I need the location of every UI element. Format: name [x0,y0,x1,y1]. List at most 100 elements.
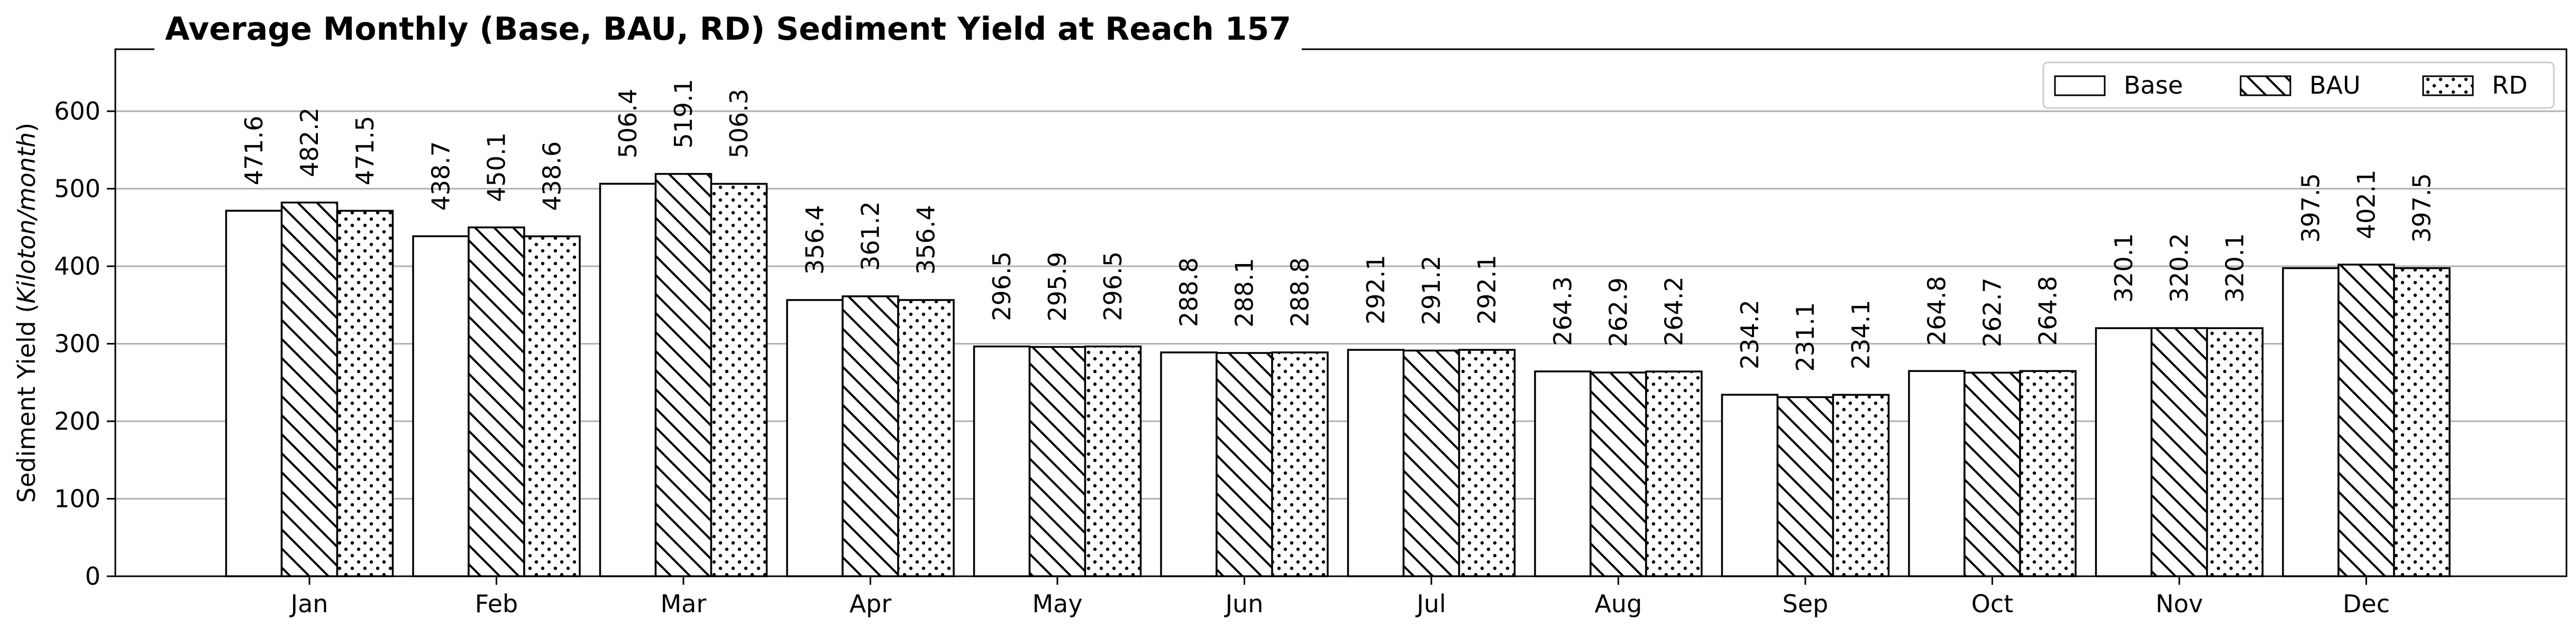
bar-rd-oct [2019,370,2077,577]
bar-bau-jun [1216,352,1273,577]
data-label: 519.1 [669,79,698,149]
bar-base-dec [2282,267,2340,577]
bar-base-nov [2095,327,2153,577]
data-label: 234.2 [1735,300,1764,369]
data-label: 320.2 [2165,233,2194,303]
bar-rd-nov [2206,327,2264,577]
bar-base-may [973,345,1031,577]
y-tick-label: 100 [54,485,101,513]
y-axis-label-suffix: ) [12,123,41,132]
bar-rd-jan [336,210,394,577]
y-tick-label: 300 [54,330,101,358]
bar-bau-jan [280,201,339,577]
data-label: 402.1 [2352,169,2381,239]
legend-label-bau: BAU [2309,71,2361,99]
bar-bau-dec [2337,264,2395,577]
data-label: 356.4 [801,205,829,275]
bar-rd-dec [2393,267,2451,577]
y-tick-label: 0 [85,562,101,591]
bar-base-oct [1908,370,1966,577]
data-label: 292.1 [1473,255,1501,324]
x-tick-label: Apr [849,589,892,618]
plot-frame [114,48,2568,577]
bar-base-jan [225,210,283,577]
data-label: 438.7 [427,141,455,211]
bar-rd-apr [897,299,955,577]
data-label: 296.5 [988,251,1016,321]
y-tick-label: 500 [54,175,101,203]
legend-swatch-rd [2422,75,2474,96]
data-label: 320.1 [2221,233,2249,303]
legend: Base BAU RD [2042,61,2555,109]
x-tick-label: Aug [1595,589,1642,618]
data-label: 231.1 [1791,302,1820,372]
bar-rd-aug [1645,370,1703,577]
x-tick-label: Dec [2343,589,2390,618]
bar-base-jun [1160,351,1218,577]
data-label: 506.4 [614,89,642,159]
data-label: 291.2 [1417,256,1446,325]
x-tick-label: Jul [1415,589,1446,618]
bar-bau-nov [2150,327,2208,577]
data-label: 361.2 [856,201,885,271]
data-label: 397.5 [2408,173,2436,243]
y-tick-label: 600 [54,97,101,125]
bar-bau-mar [654,173,712,577]
data-label: 264.2 [1660,276,1688,346]
x-tick-label: Sep [1783,589,1829,618]
bar-rd-sep [1832,394,1890,577]
bar-bau-feb [468,226,525,577]
data-label: 296.5 [1099,251,1127,321]
bar-rd-jun [1271,351,1329,577]
data-label: 506.3 [725,89,753,159]
bar-base-apr [786,299,844,577]
legend-label-base: Base [2124,71,2183,99]
data-label: 288.8 [1286,257,1314,327]
legend-box [2042,61,2555,109]
data-label: 320.1 [2109,233,2138,303]
bar-bau-may [1028,346,1086,577]
x-tick-label: May [1032,589,1082,618]
bar-rd-may [1084,345,1142,577]
bar-rd-feb [523,235,581,577]
data-label: 264.8 [2034,276,2062,346]
x-tick-label: Jun [1224,589,1264,618]
value-labels: 471.6 482.2 471.5 438.7 450.1 438.6 506.4 519.1… [240,79,2436,372]
data-label: 264.8 [1923,276,1951,346]
data-label: 292.1 [1362,255,1390,324]
bar-base-sep [1721,394,1779,577]
bar-base-feb [412,235,470,577]
data-label: 450.1 [482,132,511,202]
data-label: 356.4 [912,205,940,275]
bar-bau-oct [1963,371,2021,577]
chart-title: Average Monthly (Base, BAU, RD) Sediment… [165,11,1291,48]
bar-bau-sep [1776,396,1834,577]
y-tick-label: 200 [54,407,101,436]
chart-title-group: Average Monthly (Base, BAU, RD) Sediment… [154,11,1302,53]
data-label: 288.8 [1175,257,1203,327]
data-label: 234.1 [1847,300,1875,369]
data-label: 471.6 [240,116,268,186]
bar-rd-jul [1458,349,1516,577]
x-tick-label: Feb [475,589,518,618]
data-label: 482.2 [295,107,324,177]
data-label: 264.3 [1549,276,1577,346]
x-tick-label: Jan [289,589,328,618]
bar-base-mar [599,183,657,577]
data-label: 295.9 [1043,252,1072,322]
bar-bau-aug [1590,371,1647,577]
data-label: 288.1 [1230,258,1259,328]
legend-swatch-base [2054,75,2106,96]
legend-label-rd: RD [2492,71,2527,99]
bar-base-aug [1534,370,1592,577]
data-label: 262.7 [1978,278,2007,348]
y-axis-label-unit: Kiloton/month [12,132,41,304]
bar-rd-mar [710,183,768,577]
data-label: 397.5 [2297,173,2325,243]
legend-swatch-bau [2240,75,2291,96]
x-tick-label: Oct [1971,589,2014,618]
y-axis-label: Sediment Yield (Kiloton/month) [12,123,41,503]
bars [225,173,2451,577]
